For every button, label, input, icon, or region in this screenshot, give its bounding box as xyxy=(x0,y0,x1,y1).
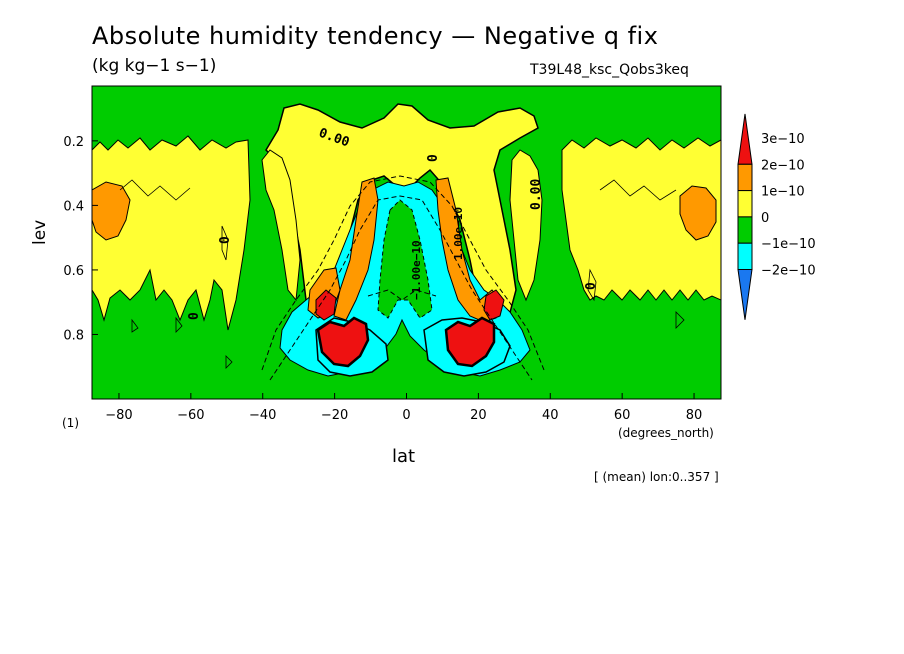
y-tick-label: 0.4 xyxy=(63,199,84,214)
y-tick-label: 0.6 xyxy=(63,264,84,279)
colorbar-swatch xyxy=(737,216,753,244)
red-maximum-south xyxy=(316,316,370,368)
colorbar-label: 0 xyxy=(761,211,769,226)
zero-contour xyxy=(131,318,139,333)
green-region-south xyxy=(92,135,251,331)
green-right-column xyxy=(509,149,543,302)
x-tick-label: 20 xyxy=(470,408,487,423)
x-tick-label: 40 xyxy=(542,408,559,423)
x-tick-label: 60 xyxy=(614,408,631,423)
yellow-patch-sp xyxy=(92,181,131,241)
contour-label: 0 xyxy=(584,282,599,290)
contour-label: −1.00e−10 xyxy=(410,240,423,300)
zero-contour xyxy=(675,311,685,329)
x-axis-label: lat xyxy=(392,446,416,467)
colorbar-swatch xyxy=(737,163,753,192)
colorbar-label: −1e−10 xyxy=(761,237,816,252)
colorbar: 3e−10 2e−10 1e−10 0 −1e−10 −2e−10 xyxy=(737,113,816,320)
colorbar-swatch xyxy=(737,242,753,270)
green-region-north xyxy=(561,137,721,301)
x-tick-label: −80 xyxy=(105,408,132,423)
contour-label: 0 xyxy=(426,154,441,162)
negative-contour xyxy=(269,195,533,381)
run-name: T39L48_ksc_Qobs3keq xyxy=(530,62,689,78)
orange-patch-left xyxy=(315,289,337,321)
red-maximum-north xyxy=(444,316,496,368)
colorbar-label: −2e−10 xyxy=(761,264,816,279)
y-axis: 0.2 0.4 0.6 0.8 xyxy=(63,135,98,343)
x-axis: −80 −60 −40 −20 0 20 40 60 80 xyxy=(105,393,702,423)
colorbar-label: 2e−10 xyxy=(761,158,805,173)
x-axis-units: (degrees_north) xyxy=(618,426,714,440)
mean-info: [ (mean) lon:0..357 ] xyxy=(594,470,719,484)
colorbar-label: 3e−10 xyxy=(761,132,805,147)
negative-contour xyxy=(261,175,545,371)
green-left-column xyxy=(261,149,301,302)
zero-contour xyxy=(221,225,229,261)
yellow-patch-np xyxy=(679,185,717,241)
chart-units: (kg kg−1 s−1) xyxy=(92,56,217,76)
colorbar-swatch xyxy=(737,113,753,165)
cyan-core-hole xyxy=(377,199,433,319)
colorbar-swatch xyxy=(737,190,753,218)
x-tick-label: 80 xyxy=(686,408,703,423)
contour-label: 1.00e−10 xyxy=(452,207,465,260)
zero-contour xyxy=(225,355,233,369)
zero-contour xyxy=(587,268,597,302)
zero-contour xyxy=(599,179,677,201)
x-tick-label: −40 xyxy=(249,408,276,423)
contour-label: 0.00 xyxy=(529,179,544,210)
y-tick-label: 0.2 xyxy=(63,135,84,150)
chart-title: Absolute humidity tendency — Negative q … xyxy=(92,22,659,50)
colorbar-label: 1e−10 xyxy=(761,185,805,200)
zero-contour xyxy=(175,316,183,333)
orange-patch-right xyxy=(483,289,505,321)
colorbar-swatch xyxy=(737,269,753,320)
y-tick-label: 0.8 xyxy=(63,328,84,343)
x-tick-label: 0 xyxy=(402,408,410,423)
yellow-patch-left xyxy=(333,177,379,321)
contour-label: 0 xyxy=(218,236,233,244)
x-tick-label: −20 xyxy=(321,408,348,423)
contour-label: 0 xyxy=(187,312,202,320)
panel-number: (1) xyxy=(62,416,79,430)
zero-contour xyxy=(119,179,191,201)
x-tick-label: −60 xyxy=(177,408,204,423)
